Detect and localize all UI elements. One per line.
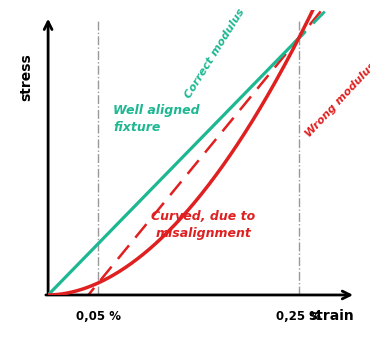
Text: 0,05 %: 0,05 % — [76, 310, 121, 323]
Text: stress: stress — [19, 54, 33, 101]
Text: 0,25 %: 0,25 % — [276, 310, 321, 323]
Text: strain: strain — [308, 309, 354, 323]
Text: Wrong modulus: Wrong modulus — [304, 60, 370, 139]
Text: Correct modulus: Correct modulus — [184, 7, 247, 99]
Text: Well aligned
fixture: Well aligned fixture — [113, 104, 200, 134]
Text: Curved, due to
misalignment: Curved, due to misalignment — [151, 210, 256, 240]
